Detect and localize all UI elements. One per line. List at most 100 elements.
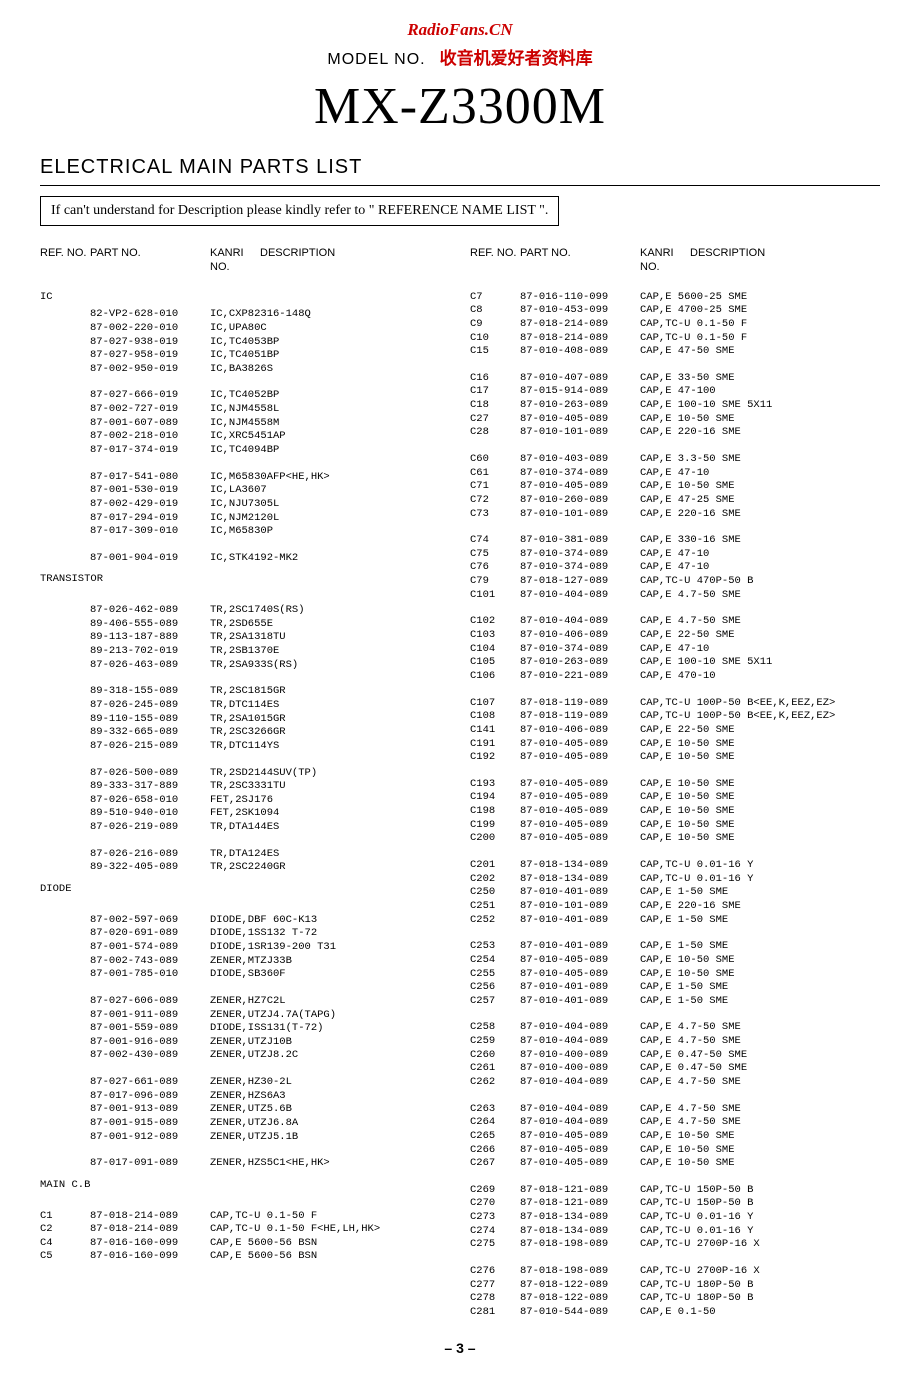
table-row: 87-002-220-010IC,UPA80C	[40, 322, 450, 336]
table-row: 87-002-430-089ZENER,UTZJ8.2C	[40, 1049, 450, 1063]
cell-desc: CAP,E 5600-56 BSN	[210, 1250, 450, 1264]
cell-ref	[40, 1022, 90, 1036]
table-row: C287-018-214-089CAP,TC-U 0.1-50 F<HE,LH,…	[40, 1223, 450, 1237]
cell-part: 87-016-110-099	[520, 291, 640, 305]
cell-ref	[40, 726, 90, 740]
cell-part: 87-010-374-089	[520, 548, 640, 562]
blank-row	[40, 591, 450, 604]
cell-ref: C74	[470, 534, 520, 548]
cell-desc: CAP,TC-U 150P-50 B	[640, 1184, 880, 1198]
cell-part: 87-010-405-089	[520, 805, 640, 819]
cell-ref	[40, 1117, 90, 1131]
cell-part: 87-010-405-089	[520, 778, 640, 792]
table-row: C7387-010-101-089CAP,E 220-16 SME	[470, 508, 880, 522]
table-row: 87-002-597-069DIODE,DBF 60C-K13	[40, 914, 450, 928]
cell-ref: C253	[470, 940, 520, 954]
cell-part: 87-010-404-089	[520, 615, 640, 629]
cell-part: 87-010-401-089	[520, 914, 640, 928]
cell-part: 87-026-500-089	[90, 767, 210, 781]
table-row: C25687-010-401-089CAP,E 1-50 SME	[470, 981, 880, 995]
cell-ref: C276	[470, 1265, 520, 1279]
cell-part: 87-002-597-069	[90, 914, 210, 928]
table-row: C10687-010-221-089CAP,E 470-10	[470, 670, 880, 684]
cell-ref	[40, 552, 90, 566]
table-row: C19387-010-405-089CAP,E 10-50 SME	[470, 778, 880, 792]
table-row: 87-002-743-089ZENER,MTZJ33B	[40, 955, 450, 969]
cell-desc: TR,2SB1370E	[210, 645, 450, 659]
cell-part: 87-010-263-089	[520, 656, 640, 670]
table-row: 87-001-913-089ZENER,UTZ5.6B	[40, 1103, 450, 1117]
cell-ref: C27	[470, 413, 520, 427]
cell-part: 87-010-401-089	[520, 981, 640, 995]
cell-part: 87-001-911-089	[90, 1009, 210, 1023]
cell-ref: C264	[470, 1116, 520, 1130]
cell-part: 87-017-294-019	[90, 512, 210, 526]
cell-desc: CAP,E 0.1-50	[640, 1306, 880, 1320]
table-row: C887-010-453-099CAP,E 4700-25 SME	[470, 304, 880, 318]
table-row: C20287-018-134-089CAP,TC-U 0.01-16 Y	[470, 873, 880, 887]
table-row: 89-510-940-010FET,2SK1094	[40, 807, 450, 821]
cell-ref	[40, 308, 90, 322]
blank-row	[40, 1144, 450, 1157]
cell-ref	[40, 927, 90, 941]
table-row: C19887-010-405-089CAP,E 10-50 SME	[470, 805, 880, 819]
cell-ref: C257	[470, 995, 520, 1009]
col-header-right: REF. NO. PART NO. KANRI NO. DESCRIPTION	[470, 246, 880, 277]
table-row: C26087-010-400-089CAP,E 0.47-50 SME	[470, 1049, 880, 1063]
cell-desc: TR,2SA1318TU	[210, 631, 450, 645]
cell-ref: C266	[470, 1144, 520, 1158]
cell-desc: IC,TC4053BP	[210, 336, 450, 350]
cell-part: 87-001-916-089	[90, 1036, 210, 1050]
cell-part: 87-010-374-089	[520, 643, 640, 657]
cell-part: 87-018-134-089	[520, 859, 640, 873]
cell-desc: CAP,TC-U 0.1-50 F	[640, 332, 880, 346]
cell-part: 87-010-101-089	[520, 900, 640, 914]
cell-desc: CAP,TC-U 0.01-16 Y	[640, 873, 880, 887]
table-row: 87-002-429-019IC,NJU7305L	[40, 498, 450, 512]
cell-desc: CAP,E 1-50 SME	[640, 940, 880, 954]
section-label: IC	[40, 291, 450, 305]
table-row: 87-001-607-089IC,NJM4558M	[40, 417, 450, 431]
cell-part: 87-018-134-089	[520, 1225, 640, 1239]
cell-desc: CAP,TC-U 0.01-16 Y	[640, 1211, 880, 1225]
table-row: C10787-018-119-089CAP,TC-U 100P-50 B<EE,…	[470, 697, 880, 711]
cell-part: 87-001-912-089	[90, 1131, 210, 1145]
cell-part: 87-026-215-089	[90, 740, 210, 754]
model-no-label: MODEL NO.	[327, 51, 425, 68]
cell-desc: IC,TC4094BP	[210, 444, 450, 458]
table-row: C19987-010-405-089CAP,E 10-50 SME	[470, 819, 880, 833]
cell-desc: CAP,E 10-50 SME	[640, 805, 880, 819]
table-row: 89-110-155-089TR,2SA1015GR	[40, 713, 450, 727]
cell-part: 89-110-155-089	[90, 713, 210, 727]
cell-desc: IC,NJU7305L	[210, 498, 450, 512]
cell-desc: ZENER,UTZJ8.2C	[210, 1049, 450, 1063]
cell-ref: C1	[40, 1210, 90, 1224]
cell-desc: CAP,E 4700-25 SME	[640, 304, 880, 318]
cell-desc: CAP,E 0.47-50 SME	[640, 1062, 880, 1076]
cell-desc: ZENER,HZS6A3	[210, 1090, 450, 1104]
cell-part: 89-113-187-889	[90, 631, 210, 645]
cell-part: 87-010-404-089	[520, 1116, 640, 1130]
cell-desc: IC,STK4192-MK2	[210, 552, 450, 566]
table-row: 87-001-916-089ZENER,UTZJ10B	[40, 1036, 450, 1050]
header-ref: REF. NO.	[40, 246, 90, 275]
blank-row	[470, 359, 880, 372]
table-row: C26987-018-121-089CAP,TC-U 150P-50 B	[470, 1184, 880, 1198]
cell-desc: CAP,TC-U 0.01-16 Y	[640, 1225, 880, 1239]
table-row: 87-027-958-019IC,TC4051BP	[40, 349, 450, 363]
cell-desc: CAP,E 1-50 SME	[640, 886, 880, 900]
cell-ref	[40, 430, 90, 444]
table-row: C27487-018-134-089CAP,TC-U 0.01-16 Y	[470, 1225, 880, 1239]
blank-row	[470, 1171, 880, 1184]
cell-desc: CAP,E 5600-56 BSN	[210, 1237, 450, 1251]
section-label: DIODE	[40, 883, 450, 897]
cell-desc: IC,XRC5451AP	[210, 430, 450, 444]
cell-part: 87-018-134-089	[520, 1211, 640, 1225]
cell-ref: C73	[470, 508, 520, 522]
cell-part: 87-017-541-080	[90, 471, 210, 485]
cell-ref	[40, 1157, 90, 1171]
cell-part: 87-010-381-089	[520, 534, 640, 548]
cell-part: 87-001-559-089	[90, 1022, 210, 1036]
header-ref: REF. NO.	[470, 246, 520, 275]
cell-ref: C193	[470, 778, 520, 792]
